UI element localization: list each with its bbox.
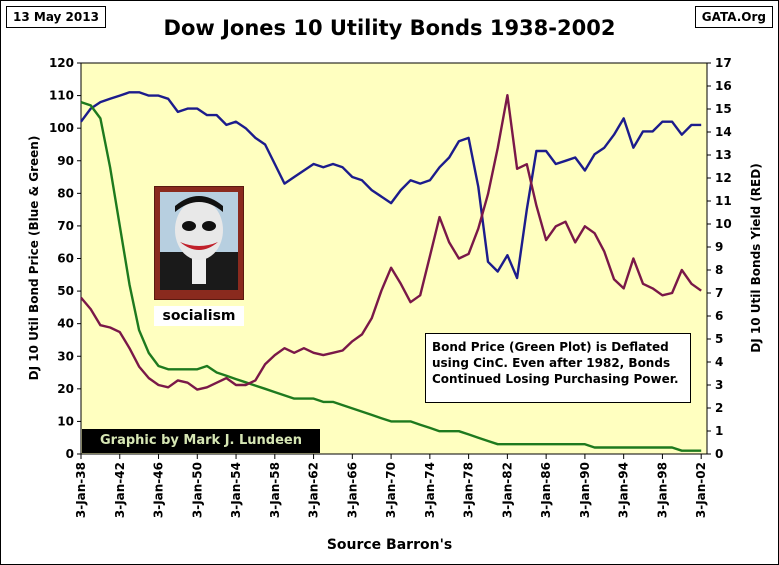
x-tick-label: 3-Jan-94 [617, 462, 631, 518]
portrait-canvas [160, 192, 238, 290]
y-left-tick-label: 0 [66, 447, 74, 461]
y-right-tick-label: 8 [715, 263, 723, 277]
y-right-tick-label: 17 [715, 56, 732, 70]
y-left-tick-label: 20 [57, 382, 74, 396]
annotation-line-2: using CinC. Even after 1982, Bonds [432, 356, 671, 370]
y-left-tick-label: 110 [49, 89, 74, 103]
y-left-tick-label: 50 [57, 284, 74, 298]
chart-title: Dow Jones 10 Utility Bonds 1938-2002 [163, 16, 616, 40]
y-left-tick-label: 100 [49, 121, 74, 135]
joker-portrait-image [154, 186, 244, 300]
y-left-tick-label: 30 [57, 349, 74, 363]
axes-layer: 0102030405060708090100110120012345678910… [49, 56, 732, 518]
annotation-line-3: Continued Losing Purchasing Power. [432, 372, 679, 386]
y-right-tick-label: 11 [715, 194, 732, 208]
y-right-tick-label: 7 [715, 286, 723, 300]
y-axis-label-right: DJ 10 Util Bonds Yield (RED) [749, 163, 763, 352]
credit-label: Graphic by Mark J. Lundeen [82, 429, 320, 453]
series-line-1 [80, 91, 702, 280]
y-right-tick-label: 2 [715, 401, 723, 415]
x-tick-label: 3-Jan-82 [500, 462, 514, 518]
x-axis-label: Source Barron's [326, 537, 453, 553]
portrait-face-icon [160, 196, 238, 290]
x-tick-label: 3-Jan-78 [462, 462, 476, 518]
x-tick-label: 3-Jan-50 [190, 462, 204, 518]
y-right-tick-label: 3 [715, 378, 723, 392]
date-label: 13 May 2013 [6, 6, 106, 28]
y-left-tick-label: 90 [57, 154, 74, 168]
annotation-box: Bond Price (Green Plot) is Deflated usin… [425, 333, 691, 403]
y-right-tick-label: 6 [715, 309, 723, 323]
source-site-label: GATA.Org [694, 6, 773, 28]
series-line-2 [80, 100, 702, 452]
y-right-tick-label: 1 [715, 424, 723, 438]
x-tick-label: 3-Jan-66 [345, 462, 359, 518]
y-right-tick-label: 13 [715, 148, 732, 162]
y-right-tick-label: 15 [715, 102, 732, 116]
x-tick-label: 3-Jan-54 [229, 462, 243, 518]
x-tick-label: 3-Jan-58 [268, 462, 282, 518]
y-right-tick-label: 9 [715, 240, 723, 254]
x-tick-label: 3-Jan-02 [694, 462, 708, 518]
portrait-caption: socialism [154, 306, 244, 326]
y-right-tick-label: 16 [715, 79, 732, 93]
x-tick-label: 3-Jan-70 [384, 462, 398, 518]
y-left-tick-label: 120 [49, 56, 74, 70]
y-axis-label-left: DJ 10 Util Bond Price (Blue & Green) [27, 136, 41, 381]
x-tick-label: 3-Jan-90 [578, 462, 592, 518]
x-tick-label: 3-Jan-98 [655, 462, 669, 518]
x-tick-label: 3-Jan-42 [113, 462, 127, 518]
x-tick-label: 3-Jan-74 [423, 462, 437, 518]
y-left-tick-label: 60 [57, 252, 74, 266]
y-left-tick-label: 80 [57, 186, 74, 200]
annotation-line-1: Bond Price (Green Plot) is Deflated [432, 340, 669, 354]
x-tick-label: 3-Jan-38 [74, 462, 88, 518]
y-left-tick-label: 40 [57, 317, 74, 331]
y-right-tick-label: 0 [715, 447, 723, 461]
y-left-tick-label: 70 [57, 219, 74, 233]
x-tick-label: 3-Jan-46 [152, 462, 166, 518]
y-right-tick-label: 12 [715, 171, 732, 185]
y-right-tick-label: 4 [715, 355, 723, 369]
y-left-tick-label: 10 [57, 414, 74, 428]
x-tick-label: 3-Jan-62 [307, 462, 321, 518]
y-right-tick-label: 5 [715, 332, 723, 346]
series-line-3 [80, 93, 702, 391]
x-tick-label: 3-Jan-86 [539, 462, 553, 518]
y-right-tick-label: 14 [715, 125, 732, 139]
y-right-tick-label: 10 [715, 217, 732, 231]
series-layer [80, 91, 702, 452]
